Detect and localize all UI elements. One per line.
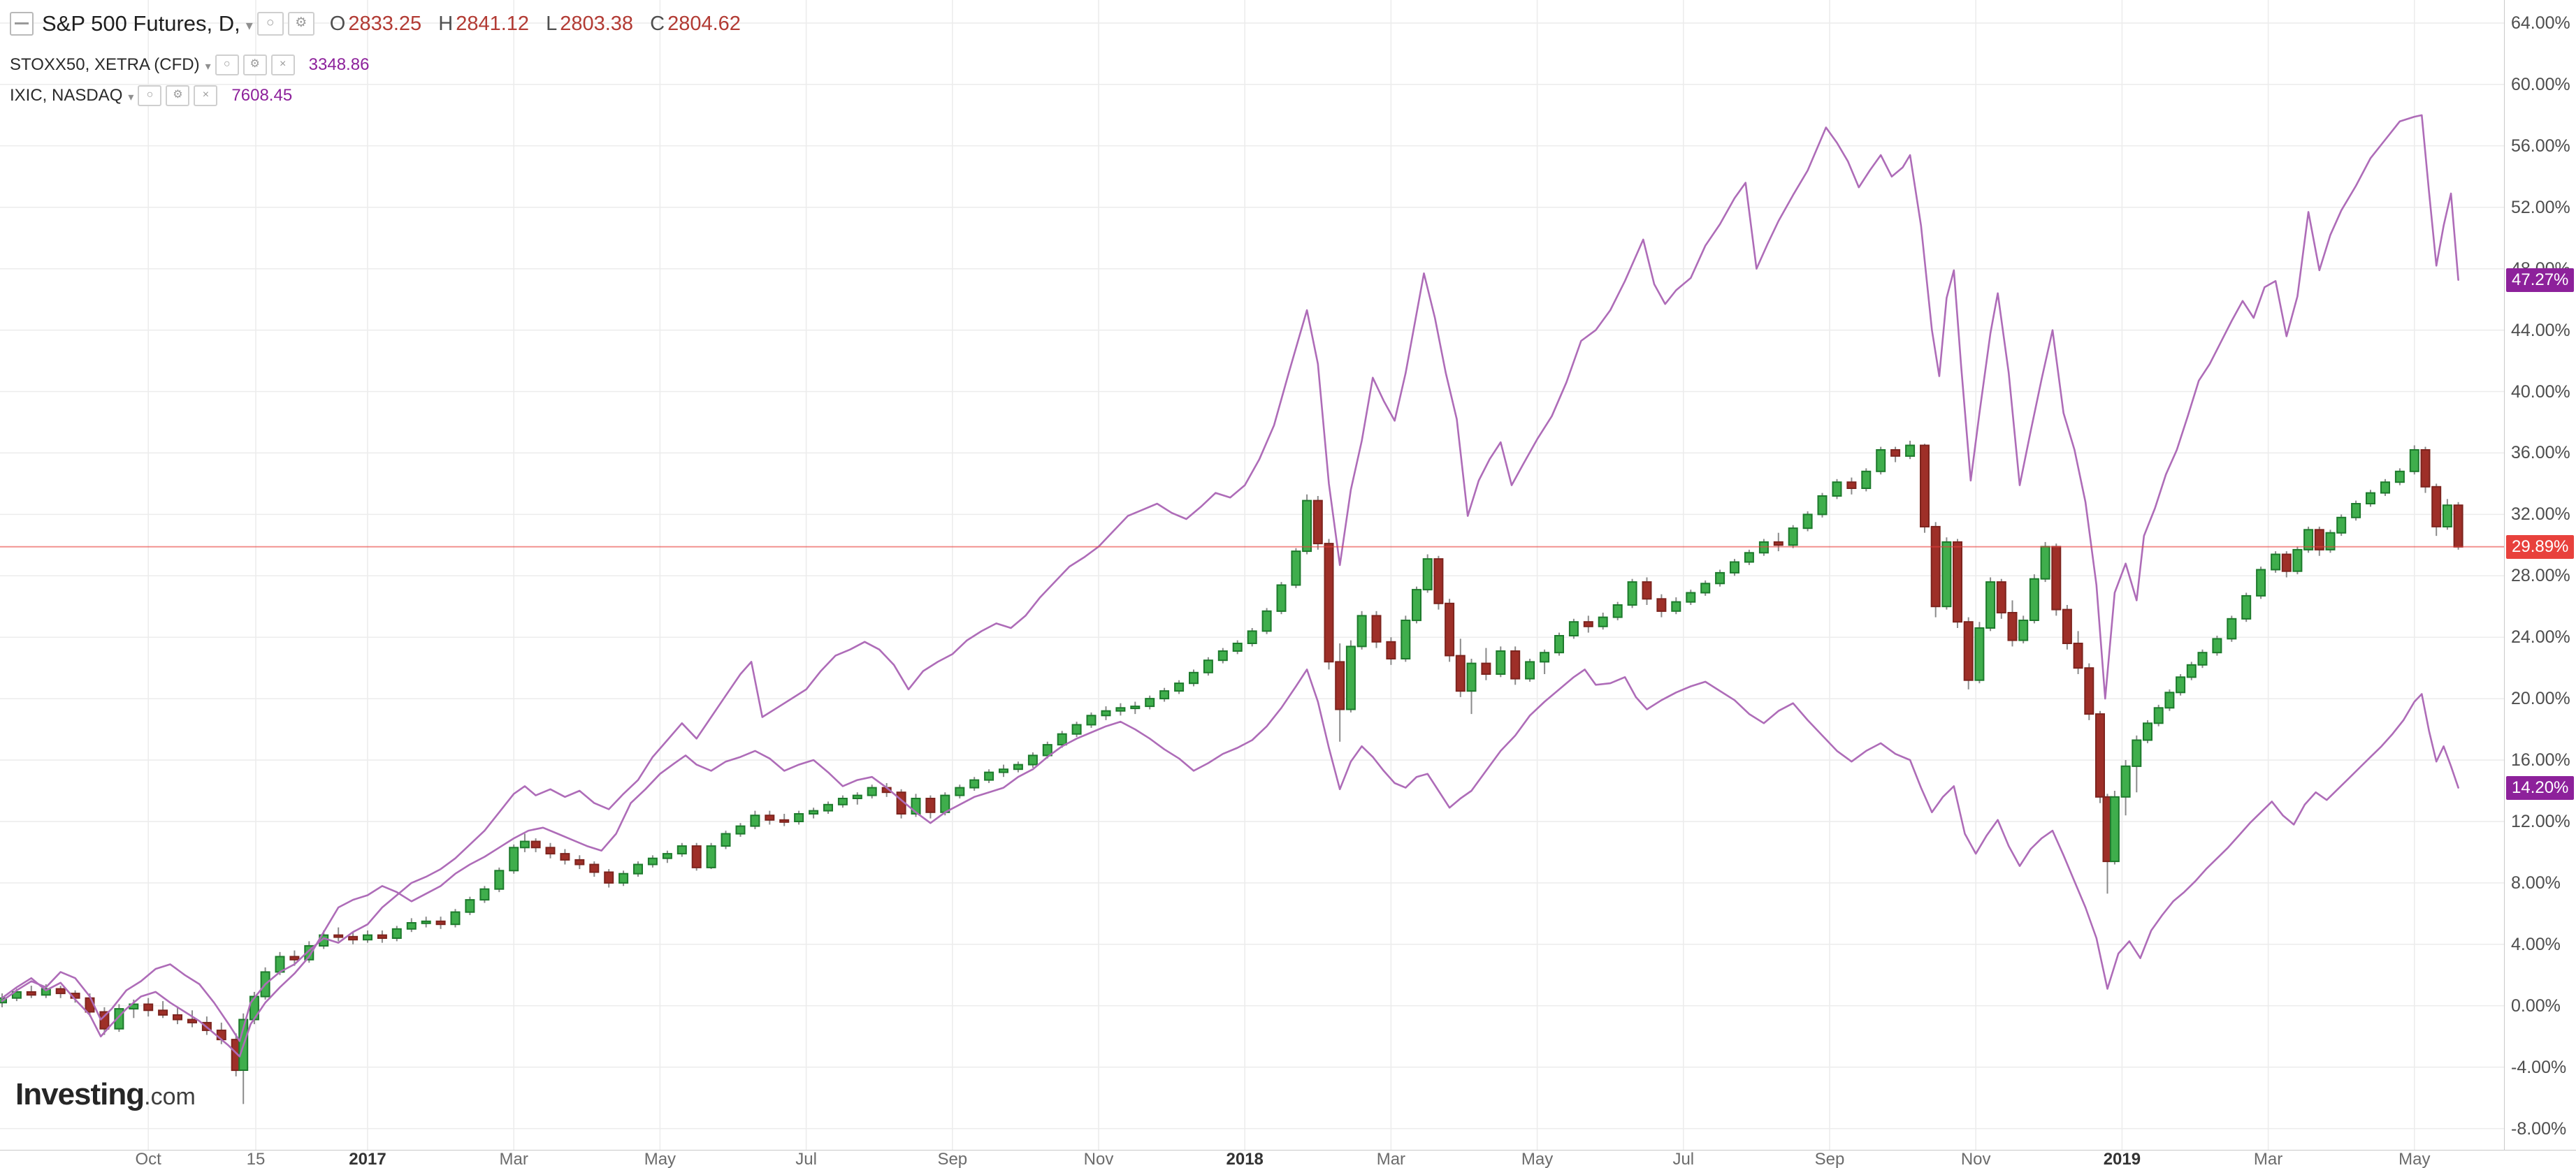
- price-tick-label: -4.00%: [2511, 1057, 2567, 1077]
- logo-suffix-text: .com: [144, 1083, 196, 1110]
- time-axis-label: May: [1521, 1150, 1554, 1168]
- price-tick-label: 36.00%: [2511, 443, 2570, 463]
- price-tick-label: 0.00%: [2511, 995, 2561, 1016]
- visibility-icon[interactable]: ○: [256, 12, 284, 36]
- price-tick-label: 8.00%: [2511, 873, 2561, 893]
- price-label-badge: 29.89%: [2506, 534, 2575, 559]
- price-tick-label: 60.00%: [2511, 74, 2570, 94]
- price-tick-label: 44.00%: [2511, 320, 2570, 340]
- time-axis-label: Sep: [937, 1150, 968, 1168]
- time-axis-label: Oct: [135, 1150, 161, 1168]
- price-tick-label: 52.00%: [2511, 197, 2570, 217]
- settings-icon[interactable]: ⚙: [243, 54, 267, 75]
- time-axis-label: 15: [246, 1150, 266, 1168]
- plot-svg: [0, 0, 2504, 1150]
- ixic-line: [1, 114, 2459, 1042]
- price-tick-label: 16.00%: [2511, 750, 2570, 771]
- compare-series-value: 7608.45: [231, 86, 293, 105]
- chevron-down-icon[interactable]: ▾: [205, 61, 211, 73]
- price-tick-label: 24.00%: [2511, 627, 2570, 648]
- time-axis-label: Mar: [499, 1150, 528, 1168]
- remove-icon[interactable]: ×: [270, 54, 295, 75]
- main-series-legend-row: S&P 500 Futures, D, ▾ ○ ⚙ O 2833.25 H 2841…: [10, 7, 741, 41]
- grid: [0, 0, 2504, 1150]
- ohlc-high-label: H: [438, 12, 454, 35]
- ohlc-low-value: 2803.38: [560, 12, 634, 35]
- investing-com-logo: Investing.com: [15, 1077, 196, 1112]
- time-axis-label: Nov: [1960, 1150, 1991, 1168]
- ohlc-low-label: L: [546, 12, 558, 35]
- time-axis-label: 2017: [349, 1150, 386, 1168]
- time-axis-label: May: [644, 1150, 676, 1168]
- time-axis-label: 2019: [2103, 1150, 2141, 1168]
- price-tick-label: 4.00%: [2511, 934, 2561, 954]
- price-tick-label: 20.00%: [2511, 689, 2570, 709]
- compare-series-value: 3348.86: [308, 55, 370, 74]
- price-tick-label: 28.00%: [2511, 566, 2570, 586]
- time-axis[interactable]: Oct 15 2017 Mar May Jul Sep Nov 2018 Mar May Jul Sep…: [0, 1150, 2576, 1168]
- settings-icon[interactable]: ⚙: [287, 12, 314, 36]
- price-tick-label: 40.00%: [2511, 381, 2570, 402]
- visibility-icon[interactable]: ○: [215, 54, 239, 75]
- compare-symbol-title[interactable]: IXIC, NASDAQ: [10, 86, 123, 105]
- ohlc-open-value: 2833.25: [348, 12, 422, 35]
- price-tick-label: -8.00%: [2511, 1118, 2567, 1139]
- legend-collapse-icon[interactable]: [10, 12, 34, 36]
- time-axis-label: Sep: [1814, 1150, 1845, 1168]
- time-axis-label: Jul: [795, 1150, 817, 1168]
- time-axis-label: Jul: [1672, 1150, 1695, 1168]
- candlestick-series: [0, 440, 2463, 1104]
- price-tick-label: 32.00%: [2511, 504, 2570, 525]
- compare-series-legend-row-ixic: IXIC, NASDAQ ▾ ○ ⚙ × 7608.45: [10, 81, 741, 110]
- ohlc-high-value: 2841.12: [456, 12, 530, 35]
- logo-brand-text: Investing: [15, 1077, 145, 1111]
- price-label-badge: 47.27%: [2506, 268, 2575, 292]
- price-axis[interactable]: 64.00%60.00%56.00%52.00%48.00%44.00%40.0…: [2504, 0, 2576, 1150]
- time-axis-label: 2018: [1226, 1150, 1264, 1168]
- price-tick-label: 12.00%: [2511, 811, 2570, 831]
- ohlc-readout: O 2833.25 H 2841.12 L 2803.38 C 2804.62: [330, 13, 741, 36]
- settings-icon[interactable]: ⚙: [166, 85, 190, 106]
- ohlc-open-label: O: [329, 12, 346, 35]
- time-axis-label: Mar: [2253, 1150, 2283, 1168]
- time-axis-label: Nov: [1083, 1150, 1114, 1168]
- price-label-badge: 14.20%: [2506, 775, 2575, 800]
- remove-icon[interactable]: ×: [194, 85, 218, 106]
- ohlc-close-label: C: [650, 12, 665, 35]
- stoxx50-line: [1, 669, 2459, 1058]
- price-tick-label: 56.00%: [2511, 136, 2570, 156]
- time-axis-label: Mar: [1376, 1150, 1406, 1168]
- symbol-title[interactable]: S&P 500 Futures, D,: [42, 11, 240, 36]
- chevron-down-icon[interactable]: ▾: [128, 92, 134, 103]
- compare-series-legend-row-stoxx50: STOXX50, XETRA (CFD) ▾ ○ ⚙ × 3348.86: [10, 50, 741, 80]
- price-tick-label: 64.00%: [2511, 13, 2570, 33]
- compare-symbol-title[interactable]: STOXX50, XETRA (CFD): [10, 55, 200, 74]
- visibility-icon[interactable]: ○: [138, 85, 162, 106]
- chevron-down-icon[interactable]: ▾: [245, 17, 253, 34]
- chart-legend: S&P 500 Futures, D, ▾ ○ ⚙ O 2833.25 H 2841…: [10, 7, 741, 110]
- chart-canvas[interactable]: S&P 500 Futures, D, ▾ ○ ⚙ O 2833.25 H 2841…: [0, 0, 2504, 1150]
- time-axis-label: May: [2398, 1150, 2431, 1168]
- ohlc-close-value: 2804.62: [667, 12, 741, 35]
